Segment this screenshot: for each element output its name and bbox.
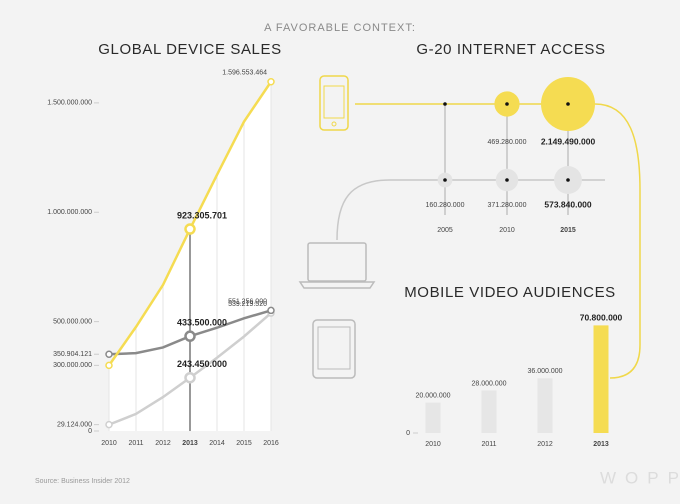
value-label: 28.000.000 — [471, 380, 506, 387]
x-tick-label: 2010 — [499, 227, 515, 234]
x-tick-label: 2013 — [182, 440, 198, 447]
value-label: 433.500.000 — [177, 318, 227, 328]
tablet-screen — [317, 326, 351, 370]
value-label: 539.219.520 — [228, 301, 267, 308]
bar — [593, 325, 609, 433]
bubble-center — [505, 178, 509, 182]
point — [267, 306, 275, 315]
bar — [481, 390, 497, 433]
x-tick-label: 2011 — [128, 440, 143, 447]
source: Source: Business Insider 2012 — [35, 478, 130, 485]
phone-icon — [319, 75, 349, 131]
value-label: 469.280.000 — [488, 139, 527, 146]
x-tick-label: 2015 — [560, 227, 576, 234]
chart-title: G-20 INTERNET ACCESS — [416, 41, 605, 58]
bubble-center — [443, 178, 447, 182]
y-tick-label: 1.500.000.000 — [47, 100, 92, 107]
x-tick-label: 2011 — [481, 441, 496, 448]
phone-button — [331, 121, 337, 127]
x-tick-label: 2012 — [155, 440, 171, 447]
phone-screen — [323, 85, 345, 119]
x-tick-label: 2016 — [263, 440, 279, 447]
bar — [537, 378, 553, 433]
chart-title: GLOBAL DEVICE SALES — [98, 41, 281, 58]
value-label: 243.450.000 — [177, 359, 227, 369]
x-tick-label: 2012 — [537, 441, 553, 448]
value-label: 551.256.000 — [228, 298, 267, 305]
bubble-center — [505, 102, 509, 106]
y-tick-label: 300.000.000 — [53, 362, 92, 369]
value-label: 70.800.000 — [580, 313, 623, 323]
x-tick-label: 2010 — [425, 441, 441, 448]
laptop-icon — [307, 242, 367, 282]
value-label: 1.596.553.464 — [222, 70, 267, 77]
mobile-connector — [355, 103, 641, 379]
point — [267, 78, 275, 86]
value-label: 160.280.000 — [426, 202, 465, 209]
value-label: 20.000.000 — [415, 392, 450, 399]
value-label: 371.280.000 — [488, 202, 527, 209]
x-tick-label: 2014 — [209, 440, 225, 447]
y-tick-label: 0 — [88, 428, 92, 435]
y-tick-label: 500.000.000 — [53, 318, 92, 325]
point — [105, 361, 113, 370]
x-tick-label: 2013 — [593, 441, 609, 448]
bar — [425, 402, 441, 433]
y-tick-label: 0 — [406, 430, 410, 437]
pc-connector — [336, 179, 605, 241]
value-label: 36.000.000 — [527, 368, 562, 375]
point — [105, 420, 113, 429]
x-tick-label: 2005 — [437, 227, 453, 234]
value-label: 2.149.490.000 — [541, 136, 596, 146]
point — [184, 371, 196, 384]
value-label: 923.305.701 — [177, 210, 227, 220]
y-tick-label: 29.124.000 — [57, 421, 92, 428]
tablet-icon — [312, 319, 356, 379]
chart-title: MOBILE VIDEO AUDIENCES — [404, 284, 616, 301]
bubble-center — [443, 102, 447, 106]
laptop-base — [298, 281, 376, 289]
y-tick-label: 350.904.121 — [53, 351, 92, 358]
x-tick-label: 2010 — [101, 440, 117, 447]
y-tick-label: 1.000.000.000 — [47, 209, 92, 216]
super-title: A FAVORABLE CONTEXT: — [264, 22, 416, 34]
point — [184, 223, 196, 235]
point — [184, 330, 196, 342]
x-tick-label: 2015 — [236, 440, 252, 447]
logo: WOPP — [600, 468, 680, 487]
value-label: 573.840.000 — [544, 199, 592, 209]
bubble-center — [566, 102, 570, 106]
point — [105, 350, 113, 358]
bubble-center — [566, 178, 570, 182]
